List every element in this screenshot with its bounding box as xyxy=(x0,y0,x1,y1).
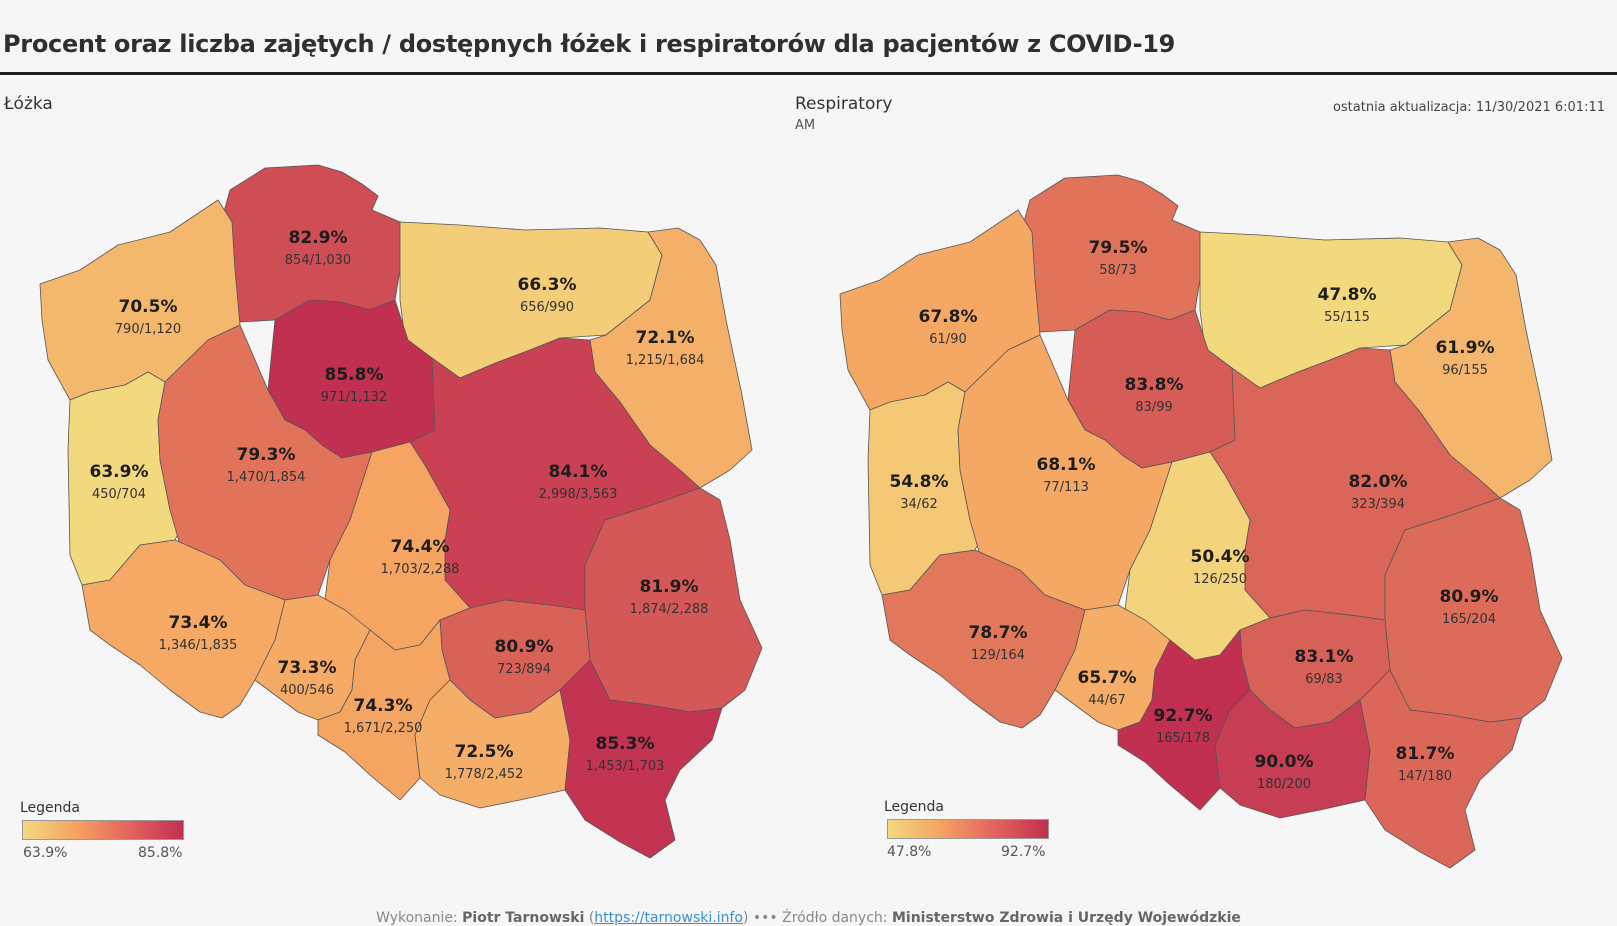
region-swietokrzyskie-count: 723/894 xyxy=(497,662,551,677)
region-zachodniopomorskie-count: 61/90 xyxy=(929,332,966,347)
region-lubelskie-percent: 81.9% xyxy=(640,577,699,597)
region-kujawsko-pomorskie-count: 971/1,132 xyxy=(321,390,387,405)
region-podkarpackie-count: 1,453/1,703 xyxy=(586,759,665,774)
region-lubelskie-percent: 80.9% xyxy=(1440,587,1499,607)
region-lodzkie-percent: 50.4% xyxy=(1191,547,1250,567)
footer-author-link[interactable]: https://tarnowski.info xyxy=(594,910,743,926)
page-title: Procent oraz liczba zajętych / dostępnyc… xyxy=(3,30,1176,58)
footer-source: Ministerstwo Zdrowia i Urzędy Wojewódzki… xyxy=(891,910,1241,926)
region-opolskie-percent: 65.7% xyxy=(1078,668,1137,688)
respirators-legend-title: Legenda xyxy=(884,799,945,815)
region-warminsko-mazurskie-count: 656/990 xyxy=(520,300,574,315)
region-lubelskie-count: 1,874/2,288 xyxy=(630,602,709,617)
region-lodzkie-count: 126/250 xyxy=(1193,572,1247,587)
region-wielkopolskie-count: 1,470/1,854 xyxy=(227,470,306,485)
region-pomorskie-percent: 82.9% xyxy=(289,228,348,248)
region-dolnoslaskie-percent: 73.4% xyxy=(169,613,228,633)
region-mazowieckie-percent: 82.0% xyxy=(1349,472,1408,492)
region-lubuskie-percent: 54.8% xyxy=(890,472,949,492)
last-update: ostatnia aktualizacja: 11/30/2021 6:01:1… xyxy=(1332,100,1605,115)
region-pomorskie-count: 58/73 xyxy=(1099,263,1136,278)
region-malopolskie[interactable] xyxy=(1214,689,1371,819)
respirators-legend-gradient xyxy=(887,819,1049,839)
respirators-legend-min: 47.8% xyxy=(887,844,932,860)
region-wielkopolskie-percent: 79.3% xyxy=(237,445,296,465)
region-zachodniopomorskie-percent: 70.5% xyxy=(119,297,178,317)
region-podkarpackie-percent: 81.7% xyxy=(1396,744,1455,764)
region-lodzkie-count: 1,703/2,288 xyxy=(381,562,460,577)
footer-author: Piotr Tarnowski xyxy=(462,910,585,926)
region-kujawsko-pomorskie-percent: 85.8% xyxy=(325,365,384,385)
region-lubuskie-count: 34/62 xyxy=(900,497,937,512)
region-swietokrzyskie-percent: 80.9% xyxy=(495,637,554,657)
footer-made-by-label: Wykonanie: xyxy=(376,910,458,926)
region-podkarpackie-count: 147/180 xyxy=(1398,769,1452,784)
footer-source-label: Źródło danych: xyxy=(782,910,888,926)
region-malopolskie[interactable] xyxy=(414,679,571,809)
region-opolskie-percent: 73.3% xyxy=(278,658,337,678)
region-dolnoslaskie-count: 129/164 xyxy=(971,648,1025,663)
beds-legend-min: 63.9% xyxy=(23,845,68,861)
region-warminsko-mazurskie-count: 55/115 xyxy=(1324,310,1370,325)
respirators-panel-label: Respiratory xyxy=(795,94,893,114)
region-mazowieckie-count: 323/394 xyxy=(1351,497,1405,512)
region-podlaskie-percent: 61.9% xyxy=(1436,338,1495,358)
region-mazowieckie-percent: 84.1% xyxy=(549,462,608,482)
region-swietokrzyskie-percent: 83.1% xyxy=(1295,647,1354,667)
region-warminsko-mazurskie-percent: 47.8% xyxy=(1318,285,1377,305)
region-slaskie-percent: 74.3% xyxy=(354,696,413,716)
region-podkarpackie-percent: 85.3% xyxy=(596,734,655,754)
region-pomorskie-percent: 79.5% xyxy=(1089,238,1148,258)
region-malopolskie-count: 180/200 xyxy=(1257,777,1311,792)
region-podkarpackie[interactable] xyxy=(559,659,723,859)
region-opolskie-count: 44/67 xyxy=(1088,693,1125,708)
beds-legend-max: 85.8% xyxy=(138,845,183,861)
region-slaskie-count: 1,671/2,250 xyxy=(344,721,423,736)
region-slaskie-count: 165/178 xyxy=(1156,731,1210,746)
region-malopolskie-percent: 72.5% xyxy=(455,742,514,762)
region-podlaskie-percent: 72.1% xyxy=(636,328,695,348)
region-lubuskie-count: 450/704 xyxy=(92,487,146,502)
region-mazowieckie-count: 2,998/3,563 xyxy=(539,487,618,502)
region-pomorskie-count: 854/1,030 xyxy=(285,253,351,268)
region-podlaskie-count: 96/155 xyxy=(1442,363,1488,378)
region-wielkopolskie-count: 77/113 xyxy=(1043,480,1089,495)
region-zachodniopomorskie-count: 790/1,120 xyxy=(115,322,181,337)
beds-legend-gradient xyxy=(22,820,184,840)
beds-legend-title: Legenda xyxy=(20,800,81,816)
region-podkarpackie[interactable] xyxy=(1359,669,1523,869)
beds-panel-label: Łóżka xyxy=(4,94,53,114)
respirators-map: 79.5% 58/73 67.8% 61/90 47.8% 55/115 61.9% 96/1… xyxy=(839,174,1563,869)
region-dolnoslaskie-percent: 78.7% xyxy=(969,623,1028,643)
region-podlaskie-count: 1,215/1,684 xyxy=(626,353,705,368)
region-zachodniopomorskie-percent: 67.8% xyxy=(919,307,978,327)
region-kujawsko-pomorskie-count: 83/99 xyxy=(1135,400,1172,415)
region-warminsko-mazurskie-percent: 66.3% xyxy=(518,275,577,295)
region-swietokrzyskie-count: 69/83 xyxy=(1305,672,1342,687)
footer-separator: ••• xyxy=(752,910,778,926)
region-kujawsko-pomorskie-percent: 83.8% xyxy=(1125,375,1184,395)
region-malopolskie-count: 1,778/2,452 xyxy=(445,767,524,782)
beds-map: 82.9% 854/1,030 70.5% 790/1,120 66.3% 656/990… xyxy=(39,164,763,859)
region-malopolskie-percent: 90.0% xyxy=(1255,752,1314,772)
last-update-ampm: AM xyxy=(795,118,816,133)
footer: Wykonanie: Piotr Tarnowski (https://tarn… xyxy=(376,910,1241,926)
region-lubelskie[interactable] xyxy=(584,487,763,713)
region-lubelskie[interactable] xyxy=(1384,497,1563,723)
region-opolskie-count: 400/546 xyxy=(280,683,334,698)
region-lodzkie-percent: 74.4% xyxy=(391,537,450,557)
region-wielkopolskie-percent: 68.1% xyxy=(1037,455,1096,475)
region-dolnoslaskie-count: 1,346/1,835 xyxy=(159,638,238,653)
title-divider xyxy=(0,72,1617,75)
respirators-legend-max: 92.7% xyxy=(1001,844,1046,860)
region-slaskie-percent: 92.7% xyxy=(1154,706,1213,726)
region-lubuskie-percent: 63.9% xyxy=(90,462,149,482)
region-lubelskie-count: 165/204 xyxy=(1442,612,1496,627)
